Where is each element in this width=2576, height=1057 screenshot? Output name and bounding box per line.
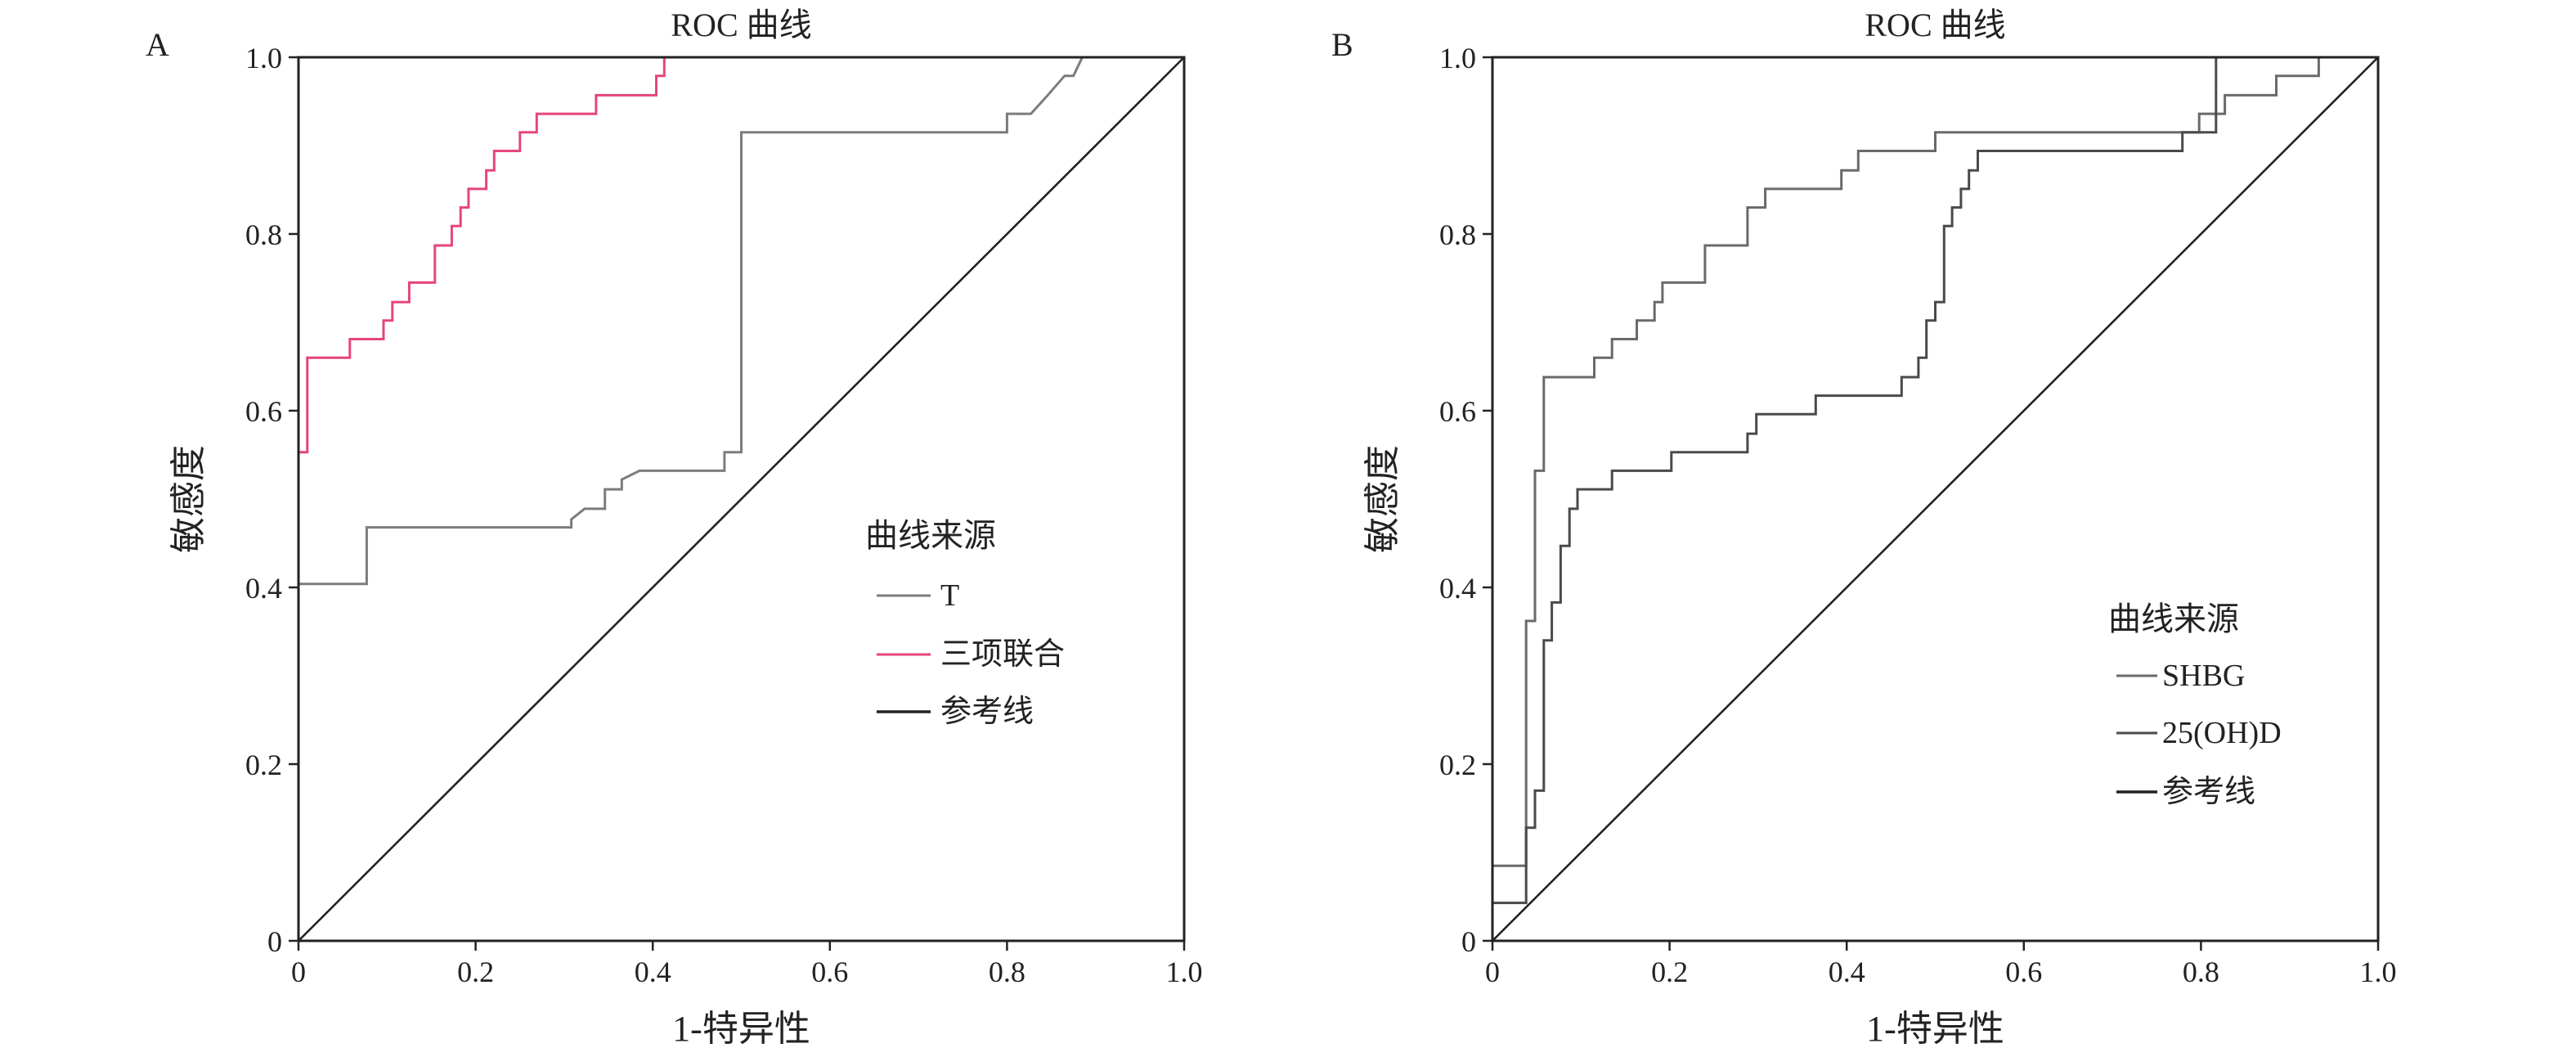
y-tick-label: 0.2 — [1439, 749, 1476, 781]
legend-label: 参考线 — [2162, 775, 2255, 809]
x-tick-label: 0.8 — [2183, 956, 2219, 988]
y-tick-label: 0.8 — [1439, 218, 1476, 251]
x-axis-label: 1-特异性 — [1866, 1009, 2004, 1049]
x-tick-label: 0.4 — [1829, 956, 1865, 988]
series-line-2 — [298, 56, 1185, 942]
y-axis-label: 敏感度 — [1362, 445, 1402, 553]
y-axis-label: 敏感度 — [168, 445, 209, 553]
x-tick-label: 1.0 — [1166, 956, 1203, 988]
legend-label: 25(OH)D — [2162, 716, 2282, 750]
x-tick-label: 1.0 — [2360, 956, 2397, 988]
legend-label: 三项联合 — [940, 637, 1065, 672]
x-tick-label: 0.6 — [811, 956, 848, 988]
x-tick-label: 0.4 — [635, 956, 671, 988]
x-axis-label: 1-特异性 — [672, 1009, 810, 1049]
x-tick-label: 0.2 — [457, 956, 494, 988]
y-tick-label: 0.6 — [1439, 395, 1476, 428]
y-tick-label: 0.4 — [245, 572, 282, 605]
legend-label: T — [940, 578, 959, 613]
x-tick-label: 0 — [291, 956, 306, 988]
legend-label: SHBG — [2162, 659, 2245, 693]
y-tick-label: 0.4 — [1439, 572, 1476, 605]
chart-title: ROC 曲线 — [1865, 7, 2005, 43]
legend-title: 曲线来源 — [865, 517, 996, 554]
plot-frame — [297, 56, 1186, 942]
series-line-2 — [1492, 56, 2379, 942]
roc-panel-b: B ROC 曲线 0 0.2 0.4 0.6 0.8 1.0 0 0.2 0.4 0.6 0.8 1.0 1… — [1331, 7, 2397, 1049]
chart-title: ROC 曲线 — [671, 7, 811, 43]
y-tick-label: 0.8 — [245, 218, 282, 251]
legend-label: 参考线 — [940, 695, 1034, 729]
y-tick-label: 0 — [1461, 925, 1476, 958]
y-tick-label: 0 — [267, 925, 282, 958]
y-tick-label: 0.2 — [245, 749, 282, 781]
series-line-1 — [1491, 56, 2378, 941]
legend-title: 曲线来源 — [2108, 600, 2239, 637]
legend: 曲线来源 SHBG 25(OH)D 参考线 — [2108, 600, 2282, 809]
x-tick-label: 0.8 — [989, 956, 1025, 988]
y-tick-label: 0.6 — [245, 395, 282, 428]
x-tick-label: 0 — [1485, 956, 1500, 988]
x-tick-label: 0.6 — [2005, 956, 2042, 988]
x-tick-label: 0.2 — [1651, 956, 1688, 988]
y-tick-label: 1.0 — [245, 42, 282, 74]
plot-frame — [1491, 56, 2380, 942]
panel-letter: A — [146, 26, 169, 63]
series-line-1 — [297, 56, 1184, 941]
panel-letter: B — [1331, 26, 1353, 63]
y-tick-label: 1.0 — [1439, 42, 1476, 74]
roc-panel-a: A ROC 曲线 0 0.2 0.4 0.6 0.8 1.0 0 0.2 0.4 0.6 0.8 1.0 1… — [146, 7, 1203, 1049]
series-line-0 — [297, 56, 1184, 941]
